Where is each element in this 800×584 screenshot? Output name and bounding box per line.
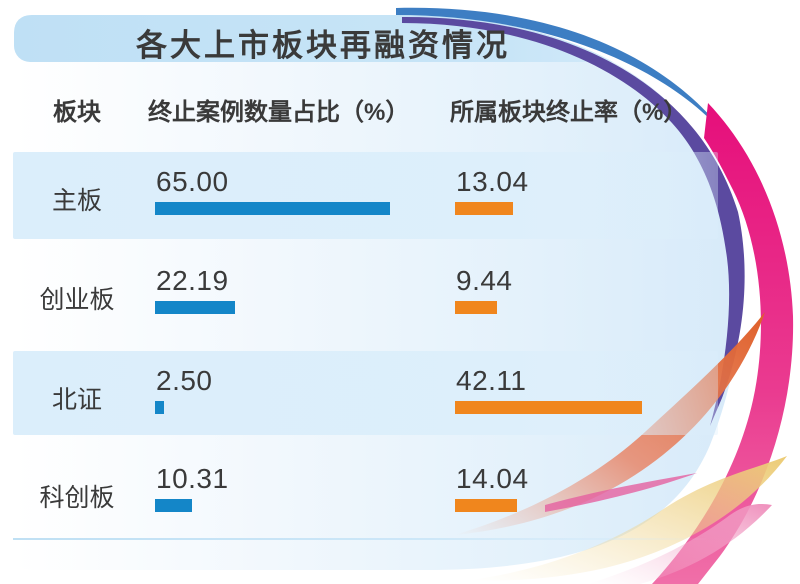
swoosh-magenta bbox=[652, 103, 794, 584]
rate-bar bbox=[455, 202, 513, 215]
rate-value: 42.11 bbox=[456, 365, 527, 396]
table-row-star-market: 科创板 10.31 14.04 bbox=[0, 449, 760, 537]
share-value: 2.50 bbox=[156, 365, 213, 396]
rate-value: 13.04 bbox=[456, 166, 529, 197]
rate-bar bbox=[455, 301, 497, 314]
row-band bbox=[13, 351, 718, 435]
table-row-bse: 北证 2.50 42.11 bbox=[0, 351, 760, 439]
share-bar bbox=[155, 401, 164, 414]
swoosh-pink-hairline bbox=[545, 473, 697, 512]
column-header-termination-rate: 所属板块终止率（%） bbox=[450, 99, 688, 126]
swoosh-light-pink bbox=[588, 504, 772, 584]
row-band bbox=[13, 152, 718, 239]
board-label: 科创板 bbox=[39, 484, 115, 512]
column-header-board: 板块 bbox=[53, 99, 101, 126]
chart-title: 各大上市板块再融资情况 bbox=[136, 28, 510, 63]
rate-value: 14.04 bbox=[456, 463, 529, 494]
share-bar bbox=[155, 499, 192, 512]
board-label: 主板 bbox=[51, 187, 102, 215]
board-label: 创业板 bbox=[39, 286, 115, 314]
board-label: 北证 bbox=[51, 386, 102, 414]
column-header-termination-share: 终止案例数量占比（%） bbox=[148, 99, 410, 126]
swoosh-yellow bbox=[472, 456, 787, 581]
share-value: 22.19 bbox=[156, 265, 229, 296]
swoosh-blue bbox=[396, 7, 750, 171]
table-row-main-board: 主板 65.00 13.04 bbox=[0, 152, 760, 240]
share-value: 10.31 bbox=[156, 463, 229, 494]
share-bar bbox=[155, 202, 390, 215]
rate-bar bbox=[455, 401, 642, 414]
bottom-divider bbox=[13, 538, 708, 540]
share-bar bbox=[155, 301, 235, 314]
table-row-chinext: 创业板 22.19 9.44 bbox=[0, 251, 760, 339]
share-value: 65.00 bbox=[156, 166, 229, 197]
rate-value: 9.44 bbox=[456, 265, 513, 296]
rate-bar bbox=[455, 499, 517, 512]
